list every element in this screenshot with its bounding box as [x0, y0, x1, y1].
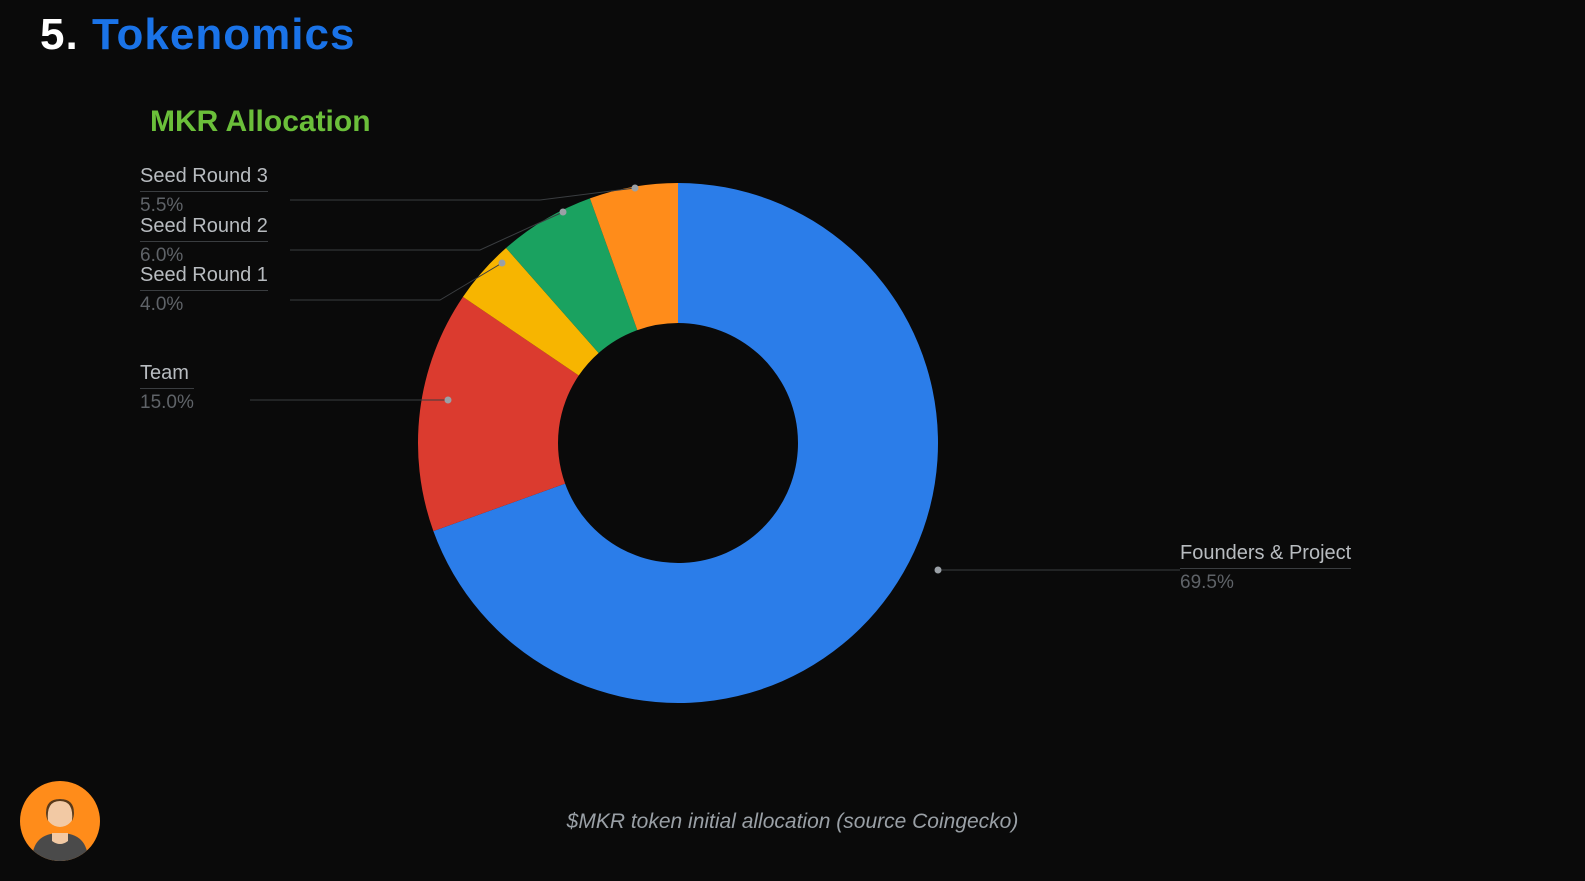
slice-label: Seed Round 35.5% — [140, 163, 268, 219]
leader-line — [290, 188, 635, 200]
slice-label-name: Founders & Project — [1180, 540, 1351, 566]
leader-marker — [499, 260, 506, 267]
slice-label: Seed Round 26.0% — [140, 213, 268, 269]
avatar-person-icon — [20, 781, 100, 861]
slice-label-name: Team — [140, 360, 194, 386]
slice-label: Team15.0% — [140, 360, 194, 416]
leader-marker — [632, 185, 639, 192]
slice-label-pct: 15.0% — [140, 388, 194, 416]
leader-marker — [445, 397, 452, 404]
slice-label-name: Seed Round 3 — [140, 163, 268, 189]
leader-marker — [560, 209, 567, 216]
slice-label-pct: 4.0% — [140, 290, 268, 318]
donut-chart — [0, 0, 1585, 881]
slice-label: Seed Round 14.0% — [140, 262, 268, 318]
slice-label-pct: 69.5% — [1180, 568, 1351, 596]
presenter-avatar — [20, 781, 100, 861]
slice-label-pct: 5.5% — [140, 191, 268, 219]
leader-marker — [935, 567, 942, 574]
slice-label: Founders & Project69.5% — [1180, 540, 1351, 596]
slice-label-pct: 6.0% — [140, 241, 268, 269]
chart-caption: $MKR token initial allocation (source Co… — [0, 810, 1585, 834]
